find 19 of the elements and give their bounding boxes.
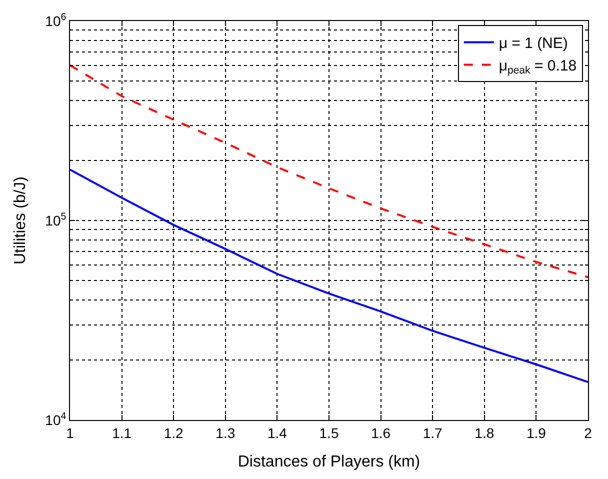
x-tick-label: 1.8	[474, 424, 494, 441]
x-tick-label: 1	[66, 424, 74, 441]
y-tick-label: 10$^{6}$	[45, 12, 67, 29]
y-tick-label: 10$^{5}$	[45, 212, 67, 228]
x-tick-label: 1.9	[526, 424, 546, 441]
x-tick-label: 1.2	[164, 424, 184, 441]
legend-label: μ = 1 (NE)	[498, 35, 568, 52]
x-tick-label: 2	[584, 424, 592, 441]
y-axis-title: Utilities (b/J)	[12, 176, 30, 265]
x-tick-label: 1.4	[267, 424, 288, 441]
x-tick-label: 1.7	[422, 424, 443, 441]
x-tick-label: 1.5	[319, 424, 339, 441]
legend-label: μ$_{peak}$ = 0.18	[498, 58, 577, 77]
x-tick-label: 1.6	[371, 424, 391, 441]
line-series	[70, 168, 588, 384]
x-axis-title: Distances of Players (km)	[238, 454, 420, 470]
x-tick-label: 1.1	[112, 424, 132, 441]
y-tick-label: 10$^{4}$	[45, 411, 67, 428]
x-tick-label: 1.3	[216, 424, 236, 441]
